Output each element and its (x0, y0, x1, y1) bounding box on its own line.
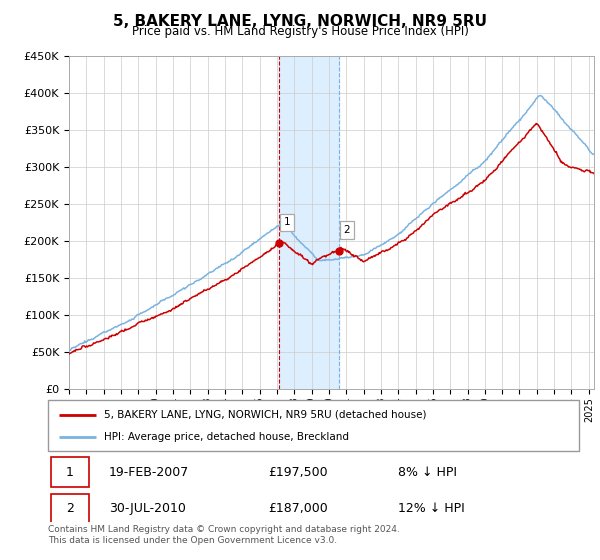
Text: 19-FEB-2007: 19-FEB-2007 (109, 466, 190, 479)
Text: 5, BAKERY LANE, LYNG, NORWICH, NR9 5RU (detached house): 5, BAKERY LANE, LYNG, NORWICH, NR9 5RU (… (104, 409, 426, 419)
Text: HPI: Average price, detached house, Breckland: HPI: Average price, detached house, Brec… (104, 432, 349, 442)
Text: 8% ↓ HPI: 8% ↓ HPI (398, 466, 457, 479)
Text: Contains HM Land Registry data © Crown copyright and database right 2024.
This d: Contains HM Land Registry data © Crown c… (48, 525, 400, 545)
Text: 2: 2 (66, 502, 74, 515)
Text: 1: 1 (284, 217, 290, 227)
FancyBboxPatch shape (50, 458, 89, 487)
Text: £187,000: £187,000 (268, 502, 328, 515)
Text: £197,500: £197,500 (268, 466, 328, 479)
Text: 30-JUL-2010: 30-JUL-2010 (109, 502, 186, 515)
Text: 12% ↓ HPI: 12% ↓ HPI (398, 502, 465, 515)
Text: Price paid vs. HM Land Registry's House Price Index (HPI): Price paid vs. HM Land Registry's House … (131, 25, 469, 38)
Text: 2: 2 (343, 225, 350, 235)
Bar (279, 56, 339, 389)
FancyBboxPatch shape (48, 400, 579, 451)
FancyBboxPatch shape (50, 494, 89, 523)
Text: 1: 1 (66, 466, 74, 479)
Text: 5, BAKERY LANE, LYNG, NORWICH, NR9 5RU: 5, BAKERY LANE, LYNG, NORWICH, NR9 5RU (113, 14, 487, 29)
